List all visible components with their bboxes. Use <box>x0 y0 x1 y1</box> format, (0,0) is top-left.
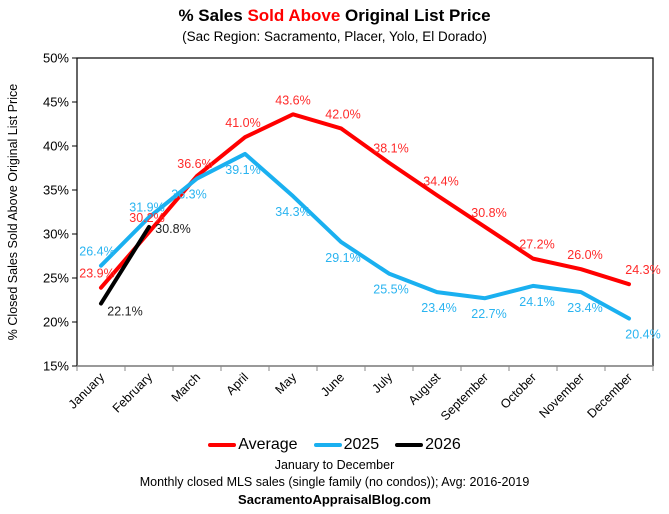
legend-label-2025: 2025 <box>343 436 380 453</box>
y-tick-label: 35% <box>43 183 69 198</box>
y-tick-label: 15% <box>43 359 69 374</box>
line-chart: 15% 20% 25% 30% 35% 40% 45% 50% % Closed Sales S… <box>6 51 661 424</box>
title-part-3: Original List Price <box>340 6 491 25</box>
chart-subtitle: (Sac Region: Sacramento, Placer, Yolo, E… <box>182 29 487 44</box>
website-credit: SacramentoAppraisalBlog.com <box>238 492 431 507</box>
data-label-average: 36.6% <box>177 157 212 171</box>
data-label-2025: 34.3% <box>275 205 310 219</box>
source-note: Monthly closed MLS sales (single family … <box>139 475 530 489</box>
data-label-2025: 31.9% <box>129 200 164 214</box>
legend-label-average: Average <box>238 436 298 453</box>
series-line-2026 <box>99 224 151 306</box>
data-label-2025: 23.4% <box>567 301 602 315</box>
data-label-average: 34.4% <box>423 174 458 188</box>
x-tick-label: July <box>369 370 395 396</box>
data-label-average: 23.9% <box>79 267 114 281</box>
data-label-average: 43.6% <box>275 93 310 107</box>
legend: Average 2025 2026 <box>0 436 669 454</box>
x-axis-title: January to December <box>274 458 395 472</box>
x-tick-label: January <box>66 370 108 412</box>
legend-label-2026: 2026 <box>425 436 461 453</box>
data-label-2025: 36.3% <box>171 188 206 202</box>
y-tick-label: 50% <box>43 51 69 66</box>
data-label-2026: 30.8% <box>155 222 190 236</box>
data-label-average: 42.0% <box>325 107 360 121</box>
data-label-2025: 24.1% <box>519 295 554 309</box>
title-highlight: Sold Above <box>247 6 341 25</box>
data-label-2026: 22.1% <box>107 305 142 319</box>
data-label-2025: 22.7% <box>471 307 506 321</box>
x-tick-label: May <box>273 370 300 397</box>
chart-title: % Sales Sold Above Original List Price <box>0 6 669 26</box>
data-label-average: 30.2% <box>129 211 164 225</box>
legend-swatch-average <box>208 443 237 447</box>
data-label-2025: 26.4% <box>79 245 114 259</box>
y-tick-label: 25% <box>43 271 69 286</box>
data-label-average: 30.8% <box>471 206 506 220</box>
data-label-2025: 20.4% <box>625 327 660 341</box>
x-tick-label: November <box>536 370 587 421</box>
title-part-1: % Sales <box>178 6 248 25</box>
data-label-average: 38.1% <box>373 142 408 156</box>
legend-item-2025: 2025 <box>313 436 380 454</box>
series-line-2025 <box>99 151 631 321</box>
data-label-2025: 23.4% <box>421 301 456 315</box>
y-tick-label: 30% <box>43 227 69 242</box>
x-tick-label: August <box>406 370 444 408</box>
x-tick-label: June <box>318 370 347 399</box>
x-tick-label: October <box>498 370 539 411</box>
data-label-average: 27.2% <box>519 238 554 252</box>
x-tick-label: December <box>584 370 635 421</box>
data-label-2025: 25.5% <box>373 283 408 297</box>
data-label-2025: 29.1% <box>325 251 360 265</box>
legend-swatch-2025 <box>313 443 342 447</box>
y-tick-label: 20% <box>43 315 69 330</box>
data-label-average: 26.0% <box>567 248 602 262</box>
y-tick-label: 45% <box>43 95 69 110</box>
data-label-average: 41.0% <box>225 116 260 130</box>
x-tick-label: March <box>169 370 203 404</box>
legend-item-2026: 2026 <box>395 436 461 454</box>
y-axis-label: % Closed Sales Sold Above Original List … <box>6 84 20 340</box>
x-tick-label: September <box>438 370 491 423</box>
data-label-2025: 39.1% <box>225 163 260 177</box>
x-tick-label: April <box>224 370 252 398</box>
y-tick-label: 40% <box>43 139 69 154</box>
x-tick-label: February <box>110 370 156 416</box>
legend-swatch-2026 <box>395 443 424 447</box>
data-label-average: 24.3% <box>625 263 660 277</box>
legend-item-average: Average <box>208 436 298 454</box>
